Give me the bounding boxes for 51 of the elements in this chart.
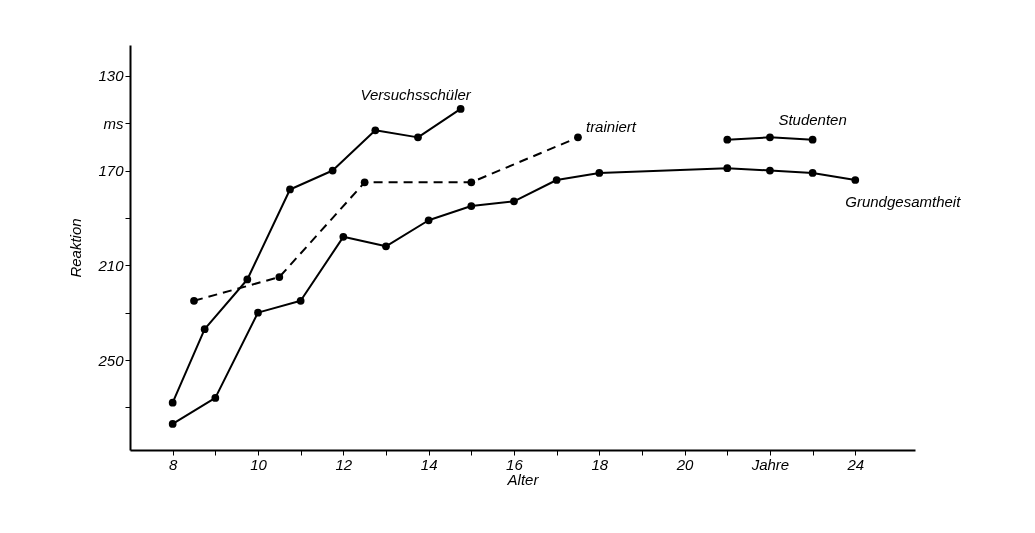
x-tick-label: 10 xyxy=(250,455,268,473)
y-tick-label: 170 xyxy=(98,162,125,180)
point xyxy=(190,296,198,305)
y-axis-title: Reaktion xyxy=(67,218,85,278)
point xyxy=(456,105,465,113)
point xyxy=(510,197,518,206)
point xyxy=(467,202,476,210)
x-tick-label: Jahre xyxy=(750,455,790,473)
y-tick-label: 210 xyxy=(97,256,125,274)
point xyxy=(296,296,305,305)
point xyxy=(200,325,209,334)
series-label: Grundgesamtheit xyxy=(845,193,962,210)
point xyxy=(339,232,348,241)
point xyxy=(595,169,604,177)
point xyxy=(360,178,369,187)
point xyxy=(467,178,476,187)
point xyxy=(275,273,284,281)
point xyxy=(211,394,220,402)
point xyxy=(328,166,337,175)
x-tick-label: 8 xyxy=(168,455,178,473)
x-tick-label: 14 xyxy=(420,455,438,473)
point xyxy=(243,275,252,284)
y-tick-label: 130 xyxy=(98,67,125,85)
point xyxy=(574,133,582,142)
point xyxy=(168,420,177,428)
point xyxy=(168,398,177,407)
y-tick-label: 250 xyxy=(97,351,125,369)
x-tick-label: 18 xyxy=(591,455,609,473)
point xyxy=(552,176,561,184)
x-tick-label: 24 xyxy=(846,455,865,473)
x-tick-label: 20 xyxy=(675,455,695,473)
point xyxy=(371,126,380,135)
x-tick-label: 12 xyxy=(335,455,353,473)
y-tick-label: ms xyxy=(103,114,124,132)
point xyxy=(808,169,817,177)
point xyxy=(808,135,817,144)
series-label: trainiert xyxy=(585,118,637,136)
x-tick-label: 16 xyxy=(506,455,524,473)
series-label: Versuchsschüler xyxy=(360,85,472,103)
series-label: Studenten xyxy=(778,110,847,128)
point xyxy=(414,133,422,142)
point xyxy=(286,185,294,194)
point xyxy=(382,242,390,251)
point xyxy=(851,176,860,184)
point xyxy=(723,135,732,144)
point xyxy=(766,133,774,142)
point xyxy=(723,164,732,173)
point xyxy=(254,308,262,317)
point xyxy=(766,166,774,175)
x-axis-title: Alter xyxy=(506,470,540,488)
point xyxy=(424,216,433,225)
